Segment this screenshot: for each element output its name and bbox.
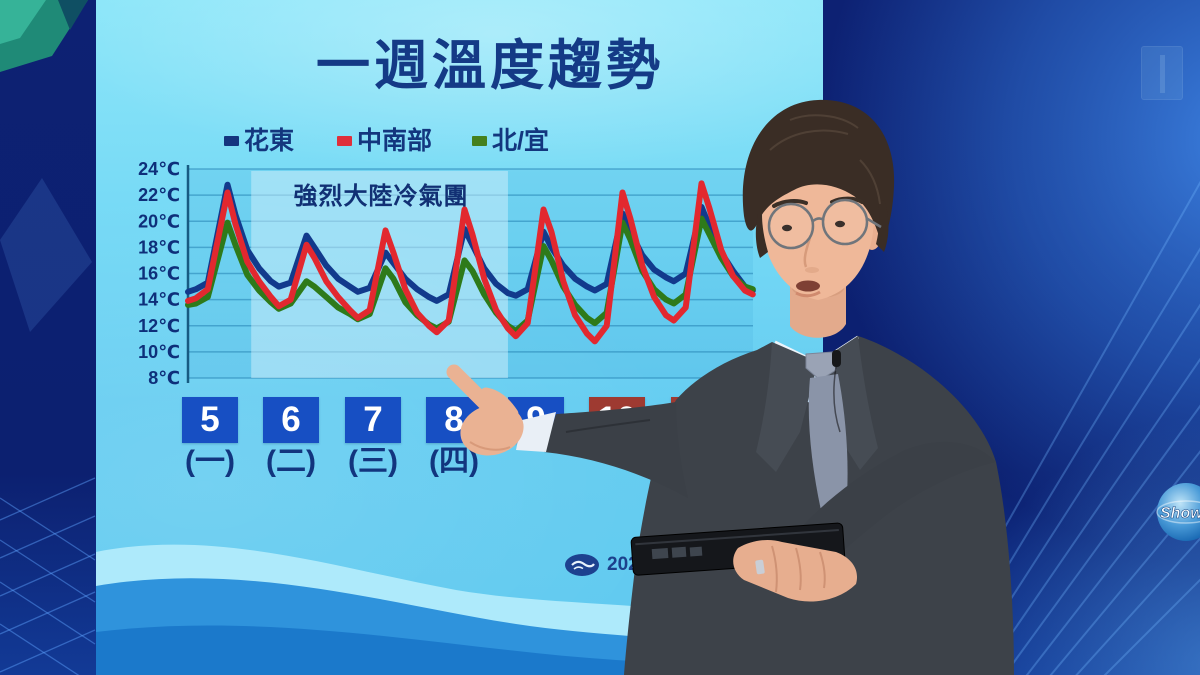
y-axis-tick-label: 20℃ [138, 211, 180, 231]
nose [803, 237, 812, 268]
channel-watermark [1141, 46, 1183, 100]
eyebrows [772, 196, 864, 208]
y-axis-tick-label: 10℃ [138, 342, 180, 362]
pointing-arm-sleeve [544, 402, 688, 498]
weekday-label-wed: (三) [348, 445, 398, 478]
y-axis-tick-label: 8℃ [148, 368, 180, 388]
date-box-7: 7 [345, 397, 401, 443]
globe-icon [1157, 483, 1200, 541]
legend-label: 中南部 [357, 127, 433, 155]
date-box-6: 6 [263, 397, 319, 443]
legend-label: 北/宜 [492, 127, 549, 155]
weekday-label-mon: (一) [185, 445, 235, 478]
weekday-label-tue: (二) [266, 445, 316, 478]
nose-shadow [805, 267, 819, 273]
thumb [479, 387, 519, 421]
y-axis-tick-label: 16℃ [138, 264, 180, 284]
hair [742, 99, 895, 246]
legend-label: 花東 [244, 127, 295, 155]
series-line-中南部 [185, 180, 756, 345]
hair-strands [769, 114, 881, 205]
show-logo-text: Show [1160, 505, 1200, 522]
y-axis-tick-label: 24℃ [138, 159, 180, 179]
hair-sideburn-left [755, 214, 768, 258]
holding-hand [733, 540, 858, 602]
finger-lines [771, 545, 826, 593]
cold-airmass-annotation: 強烈大陸冷氣團 [293, 183, 469, 210]
lapel-left [756, 342, 818, 472]
channel-watermark-glyph [1160, 55, 1165, 93]
studio-floor-glow [965, 415, 1200, 675]
legend-swatch-green [472, 136, 487, 146]
date-box-5: 5 [182, 397, 238, 443]
hair-sideburn-right [876, 200, 889, 252]
tie [808, 374, 848, 515]
y-axis-tick-label: 22℃ [138, 185, 180, 205]
y-axis-tick-label: 18℃ [138, 237, 180, 257]
shirt-cuff [516, 412, 556, 452]
suit-jacket [624, 336, 1014, 675]
y-axis-tick-label: 12℃ [138, 316, 180, 336]
tie-knot [805, 351, 837, 381]
studio-light-sweep [820, 0, 1200, 568]
y-axis-tick-label: 14℃ [138, 290, 180, 310]
sleeve-fold [565, 419, 651, 433]
legend-item-huadong: 花東 [224, 126, 294, 156]
eye-left [782, 224, 792, 232]
lavalier-mic-icon [832, 350, 841, 367]
show-globe-logo: Show [1156, 483, 1200, 541]
legend-swatch-red [337, 136, 352, 146]
eye-right [835, 220, 845, 228]
ring [755, 559, 765, 575]
mic-cable [833, 366, 841, 433]
cwa-logo-icon [565, 554, 599, 576]
index-finger [446, 364, 514, 432]
studio-left-decor [0, 0, 96, 675]
legend-swatch-navy [224, 136, 239, 146]
lower-lip [795, 290, 821, 298]
mouth [796, 280, 820, 292]
glasses-icon [767, 198, 882, 250]
legend-item-central-south: 中南部 [337, 126, 432, 156]
page-title: 一週溫度趨勢 [316, 36, 664, 96]
legend-item-north-yilan: 北/宜 [472, 126, 549, 156]
presenter-body [446, 99, 1014, 675]
knuckle-line [469, 441, 511, 451]
